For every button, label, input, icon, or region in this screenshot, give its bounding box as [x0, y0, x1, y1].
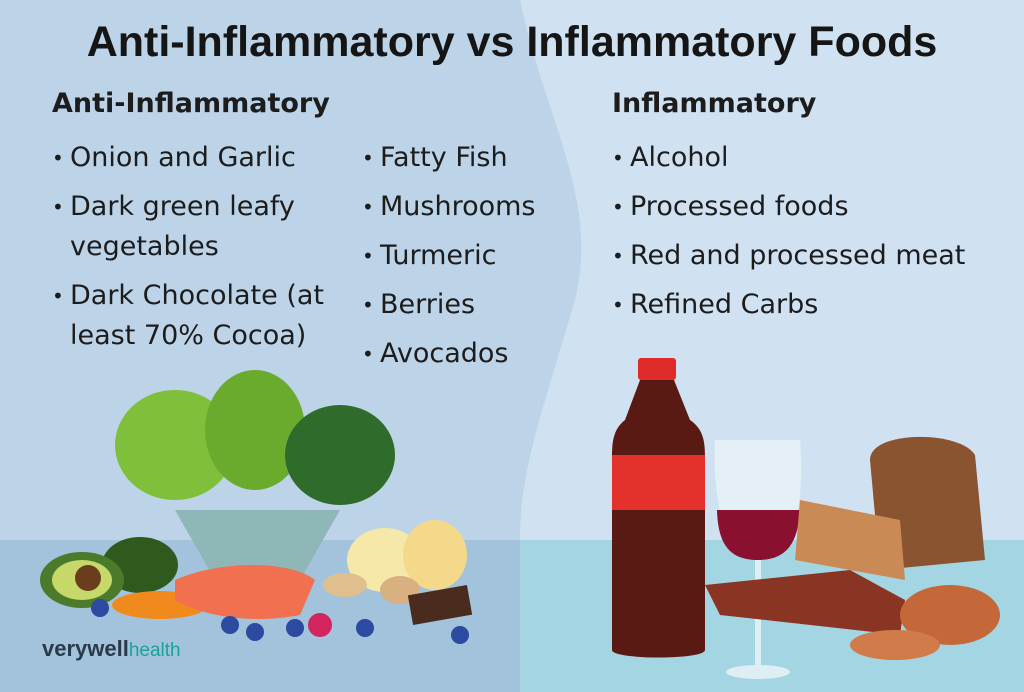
illustration-shape — [115, 390, 235, 500]
illustration-shape — [347, 528, 423, 592]
food-item: Mushrooms — [362, 187, 582, 227]
food-item: Turmeric — [362, 236, 582, 276]
illustration-shape — [726, 665, 790, 679]
salmon — [175, 565, 315, 620]
illustration-shape — [91, 599, 109, 617]
illustration-shape — [900, 585, 1000, 645]
onions — [347, 520, 467, 592]
leafy-greens — [115, 370, 395, 580]
illustration-shape — [638, 358, 676, 380]
food-item: Refined Carbs — [612, 285, 1012, 325]
illustration-shape — [205, 370, 305, 490]
illustration-shape — [612, 455, 705, 510]
column-heading: Inflammatory — [612, 88, 817, 119]
avocado — [40, 537, 178, 608]
illustration-shape — [795, 500, 905, 580]
food-item: Avocados — [362, 334, 582, 374]
food-list: Fatty Fish Mushrooms Turmeric Berries Avocad… — [362, 138, 582, 383]
illustration-shape — [323, 573, 367, 597]
food-item: Alcohol — [612, 138, 1012, 178]
illustration-shape — [612, 380, 705, 658]
brand-name: verywell — [42, 636, 129, 661]
illustration-shape — [407, 585, 473, 625]
food-item: Dark green leafy vegetables — [52, 187, 352, 267]
soda-bottle — [612, 358, 705, 658]
illustration-shape — [705, 570, 905, 635]
brand-logo: verywellhealth — [42, 636, 181, 662]
bread — [795, 436, 985, 580]
food-item: Dark Chocolate (at least 70% Cocoa) — [52, 276, 352, 356]
food-item: Fatty Fish — [362, 138, 582, 178]
berries — [91, 599, 469, 644]
illustration-shape — [403, 520, 467, 590]
meat — [705, 570, 1000, 660]
food-list: Onion and Garlic Dark green leafy vegetab… — [52, 138, 352, 365]
food-item: Red and processed meat — [612, 236, 1012, 276]
brand-suffix: health — [128, 640, 181, 661]
illustration-shape — [286, 619, 304, 637]
illustration-shape — [850, 630, 940, 660]
illustration-shape — [285, 405, 395, 505]
food-list: Alcohol Processed foods Red and processed … — [612, 138, 1012, 334]
illustration-shape — [246, 623, 264, 641]
chocolate — [407, 585, 473, 625]
illustration-shape — [75, 565, 101, 591]
food-item: Processed foods — [612, 187, 1012, 227]
illustration-shape — [308, 613, 332, 637]
illustration-shape — [356, 619, 374, 637]
column-heading: Anti-Inflammatory — [52, 88, 330, 119]
illustration-shape — [221, 616, 239, 634]
food-item: Berries — [362, 285, 582, 325]
illustration-shape — [451, 626, 469, 644]
food-item: Onion and Garlic — [52, 138, 352, 178]
title: Anti-Inflammatory vs Inflammatory Foods — [86, 18, 938, 66]
illustration-shape — [175, 510, 340, 580]
illustration-shape — [717, 510, 800, 560]
illustration-shape — [175, 565, 315, 620]
